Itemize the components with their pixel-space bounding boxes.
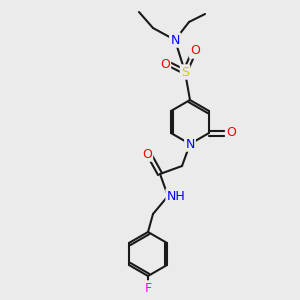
Text: O: O xyxy=(160,58,170,70)
Text: F: F xyxy=(144,281,152,295)
Text: N: N xyxy=(185,137,195,151)
Text: S: S xyxy=(181,65,189,79)
Text: N: N xyxy=(170,34,180,46)
Text: O: O xyxy=(226,127,236,140)
Text: O: O xyxy=(142,148,152,160)
Text: NH: NH xyxy=(167,190,185,202)
Text: O: O xyxy=(190,44,200,58)
